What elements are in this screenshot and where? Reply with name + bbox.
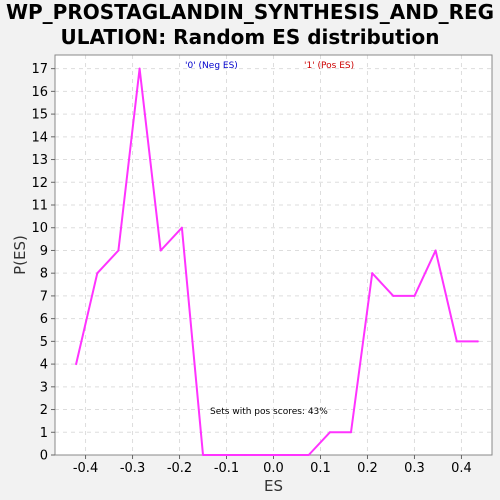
grid xyxy=(55,55,492,456)
y-tick-label: 2 xyxy=(40,403,48,418)
chart-title-line-2: ULATION: Random ES distribution xyxy=(60,25,440,49)
series xyxy=(75,67,479,456)
y-tick-label: 12 xyxy=(31,176,48,191)
pos-score-annotation: Sets with pos scores: 43% xyxy=(210,407,328,417)
data-point xyxy=(434,249,437,252)
y-tick-label: 10 xyxy=(31,221,48,236)
data-point xyxy=(202,454,205,456)
data-point xyxy=(75,363,78,366)
y-tick-label: 6 xyxy=(40,312,48,327)
y-tick-label: 7 xyxy=(40,289,48,304)
x-tick-label: 0.3 xyxy=(404,461,425,476)
y-tick-label: 17 xyxy=(31,62,48,77)
x-tick-label: -0.2 xyxy=(167,461,192,476)
data-point xyxy=(371,272,374,275)
chart-title: WP_PROSTAGLANDIN_SYNTHESIS_AND_REG ULATI… xyxy=(0,0,500,50)
y-tick-label: 5 xyxy=(40,335,48,350)
data-point xyxy=(286,454,289,456)
es-distribution-line xyxy=(75,67,478,456)
data-point xyxy=(307,454,310,456)
y-tick-label: 16 xyxy=(31,85,48,100)
data-point xyxy=(159,249,162,252)
data-point xyxy=(455,340,458,343)
data-point xyxy=(413,294,416,297)
x-tick-label: -0.3 xyxy=(120,461,145,476)
data-point xyxy=(138,67,141,70)
legend: '0' (Neg ES) '1' (Pos ES) xyxy=(185,61,354,71)
data-point xyxy=(117,249,120,252)
y-tick-label: 14 xyxy=(31,130,48,145)
x-tick-label: 0.1 xyxy=(310,461,331,476)
data-point xyxy=(328,431,331,434)
y-tick-label: 4 xyxy=(40,358,48,373)
y-tick-label: 8 xyxy=(40,267,48,282)
data-point xyxy=(265,454,268,456)
y-tick-label: 3 xyxy=(40,380,48,395)
data-point xyxy=(244,454,247,456)
data-point xyxy=(180,226,183,229)
data-point xyxy=(96,272,99,275)
x-tick-label: -0.1 xyxy=(214,461,239,476)
data-point xyxy=(350,431,353,434)
y-tick-label: 15 xyxy=(31,108,48,123)
y-axis-label: P(ES) xyxy=(11,235,29,275)
x-axis-label: ES xyxy=(264,477,283,495)
data-point xyxy=(392,294,395,297)
y-tick-label: 13 xyxy=(31,153,48,168)
y-tick-label: 9 xyxy=(40,244,48,259)
x-tick-label: 0.0 xyxy=(263,461,284,476)
chart-title-line-1: WP_PROSTAGLANDIN_SYNTHESIS_AND_REG xyxy=(5,0,495,24)
data-point xyxy=(223,454,226,456)
x-tick-label: -0.4 xyxy=(73,461,98,476)
y-tick-label: 1 xyxy=(40,426,48,441)
x-tick-label: 0.4 xyxy=(451,461,472,476)
x-tick-label: 0.2 xyxy=(357,461,378,476)
y-tick-label: 11 xyxy=(31,199,48,214)
legend-neg-es: '0' (Neg ES) xyxy=(185,61,238,71)
data-point xyxy=(476,340,479,343)
y-tick-label: 0 xyxy=(40,449,48,464)
legend-pos-es: '1' (Pos ES) xyxy=(304,61,354,71)
